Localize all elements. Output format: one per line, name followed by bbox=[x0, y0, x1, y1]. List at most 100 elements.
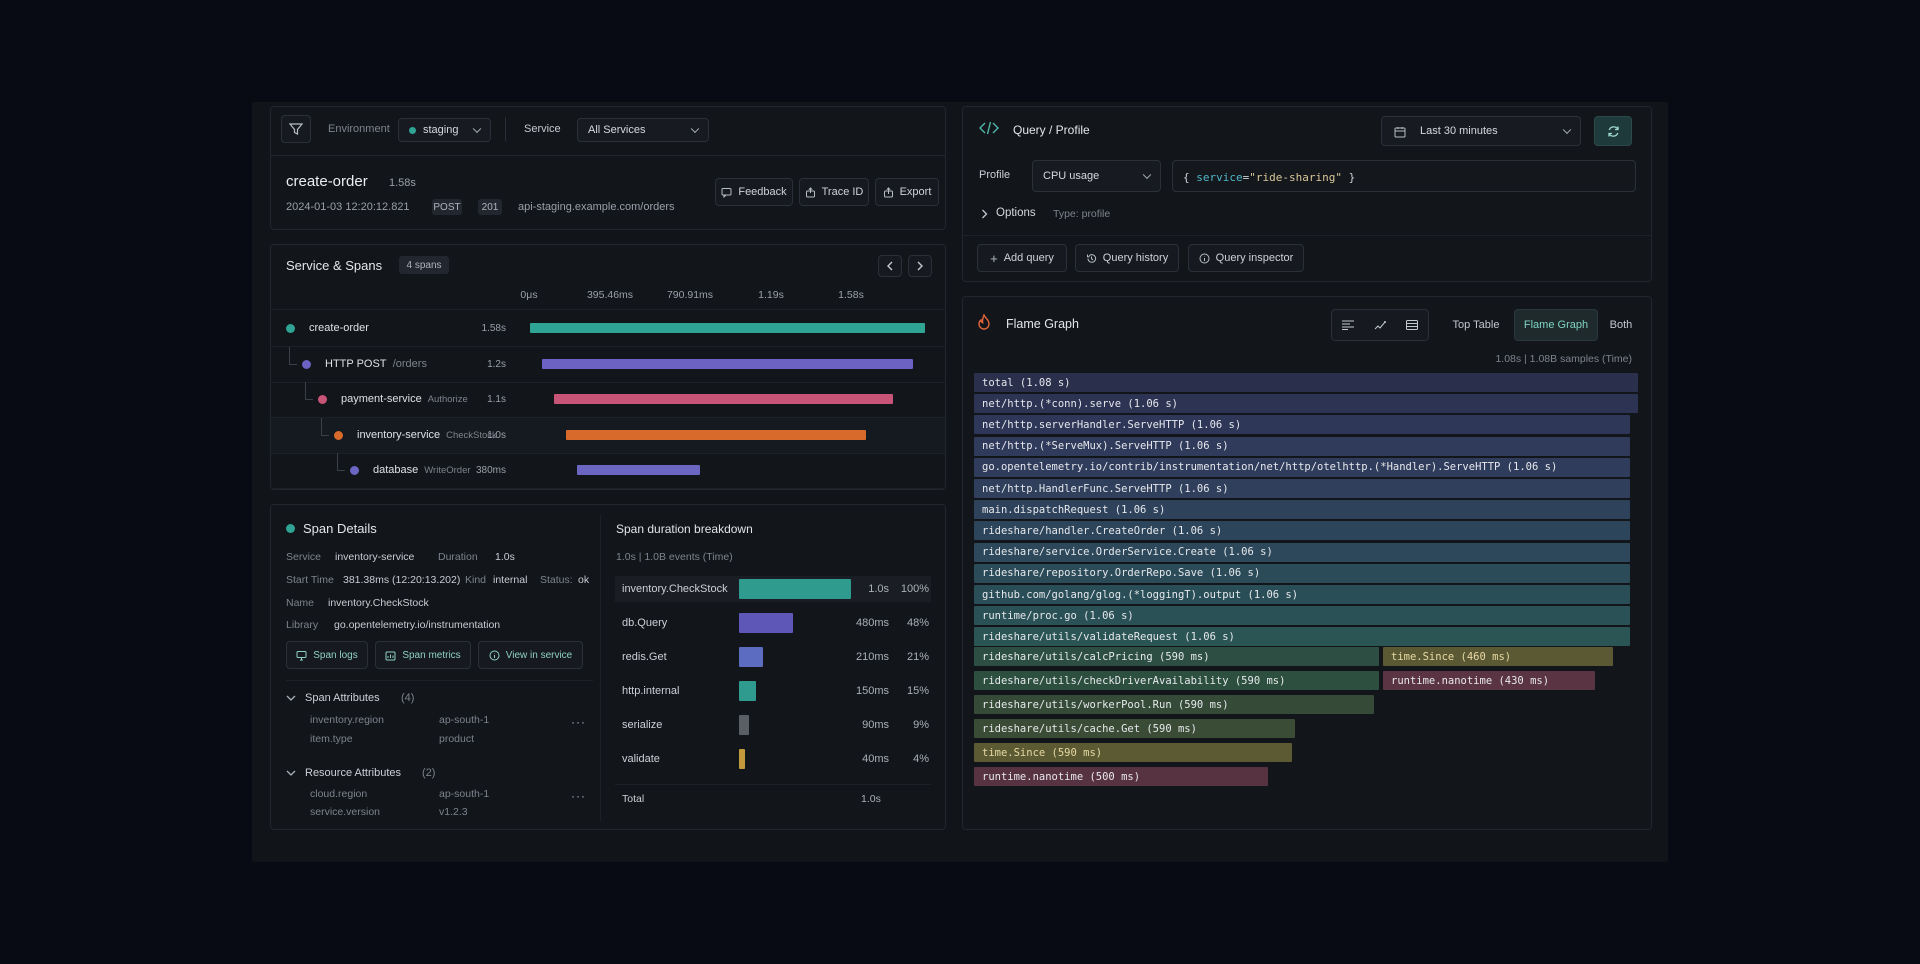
span-duration-bar[interactable] bbox=[530, 323, 925, 333]
timeline-tick-label: 790.91ms bbox=[666, 289, 714, 301]
view-in-service-button[interactable]: View in service bbox=[478, 641, 583, 669]
flame-frame[interactable]: time.Since (590 ms) bbox=[974, 743, 1292, 762]
trace-header-panel: Environment staging Service All Services… bbox=[270, 106, 946, 230]
flame-frame[interactable]: rideshare/utils/calcPricing (590 ms) bbox=[974, 647, 1379, 666]
query-title: Query / Profile bbox=[1013, 123, 1090, 137]
refresh-button[interactable] bbox=[1594, 116, 1632, 146]
chevron-down-icon bbox=[1562, 125, 1572, 135]
breakdown-row-value: 1.0s bbox=[868, 583, 889, 595]
flame-frame[interactable]: net/http.HandlerFunc.ServeHTTP (1.06 s) bbox=[974, 479, 1630, 498]
span-operation: WriteOrder bbox=[424, 465, 471, 476]
prev-span-button[interactable] bbox=[878, 255, 902, 277]
more-options-icon[interactable]: ··· bbox=[571, 715, 586, 729]
span-logs-button[interactable]: Span logs bbox=[286, 641, 368, 669]
span-row[interactable]: inventory-service CheckStock 1.0s bbox=[271, 417, 945, 454]
spans-title: Service & Spans bbox=[286, 258, 383, 273]
span-row[interactable]: database WriteOrder 380ms bbox=[271, 453, 945, 489]
environment-select[interactable]: staging bbox=[398, 118, 491, 142]
breakdown-row[interactable]: inventory.CheckStock 1.0s 100% bbox=[615, 576, 931, 602]
breakdown-row[interactable]: redis.Get 210ms 21% bbox=[615, 644, 931, 670]
span-row[interactable]: payment-service Authorize 1.1s bbox=[271, 382, 945, 418]
flame-frame[interactable]: net/http.(*conn).serve (1.06 s) bbox=[974, 394, 1638, 414]
breakdown-row-name: http.internal bbox=[622, 685, 680, 697]
attr-value: product bbox=[439, 733, 475, 745]
breakdown-row-bar bbox=[739, 613, 793, 633]
query-panel: Query / Profile Last 30 minutes Profile … bbox=[962, 106, 1652, 282]
breakdown-row[interactable]: db.Query 480ms 48% bbox=[615, 610, 931, 636]
service-select[interactable]: All Services bbox=[577, 118, 709, 142]
more-options-icon[interactable]: ··· bbox=[571, 789, 586, 803]
flame-frame[interactable]: main.dispatchRequest (1.06 s) bbox=[974, 500, 1630, 520]
divider bbox=[505, 117, 506, 141]
breakdown-row[interactable]: validate 40ms 4% bbox=[615, 746, 931, 772]
trace-url: api-staging.example.com/orders bbox=[518, 201, 675, 213]
query-inspector-button[interactable]: Query inspector bbox=[1188, 244, 1304, 272]
flame-frame[interactable]: rideshare/utils/checkDriverAvailability … bbox=[974, 671, 1379, 690]
span-duration-bar[interactable] bbox=[553, 394, 894, 404]
flame-frame[interactable]: rideshare/handler.CreateOrder (1.06 s) bbox=[974, 521, 1630, 541]
span-row[interactable]: create-order 1.58s bbox=[271, 311, 945, 347]
span-duration-bar[interactable] bbox=[541, 358, 914, 369]
flame-icon bbox=[978, 314, 990, 330]
table-view-button[interactable] bbox=[1396, 310, 1428, 340]
info-icon bbox=[489, 650, 500, 660]
align-left-button[interactable] bbox=[1332, 310, 1364, 340]
span-metrics-button[interactable]: Span metrics bbox=[375, 641, 471, 669]
tab-both[interactable]: Both bbox=[1609, 319, 1633, 331]
add-query-button[interactable]: + Add query bbox=[977, 244, 1067, 272]
span-attributes-count: (4) bbox=[401, 692, 415, 704]
divider bbox=[271, 452, 945, 454]
next-span-button[interactable] bbox=[908, 255, 932, 277]
span-metrics-label: Span metrics bbox=[402, 649, 461, 661]
code-icon bbox=[979, 121, 999, 135]
span-row[interactable]: HTTP POST/orders 1.2s bbox=[271, 346, 945, 383]
flame-frame[interactable]: rideshare/utils/workerPool.Run (590 ms) bbox=[974, 695, 1374, 714]
duration-field-label: Duration bbox=[438, 551, 478, 563]
feedback-button[interactable]: Feedback bbox=[715, 178, 793, 206]
resource-attributes-toggle[interactable]: Resource Attributes (2) bbox=[286, 766, 586, 782]
flame-frame[interactable]: rideshare/service.OrderService.Create (1… bbox=[974, 542, 1630, 562]
export-button[interactable]: Export bbox=[875, 178, 939, 206]
flame-frame[interactable]: rideshare/utils/cache.Get (590 ms) bbox=[974, 719, 1295, 738]
divider bbox=[963, 235, 1651, 236]
flame-frame[interactable]: rideshare/utils/validateRequest (1.06 s) bbox=[974, 627, 1630, 647]
flame-frame[interactable]: net/http.(*ServeMux).ServeHTTP (1.06 s) bbox=[974, 436, 1630, 456]
flame-frame[interactable]: total (1.08 s) bbox=[974, 373, 1638, 392]
tab-flame-graph[interactable]: Flame Graph bbox=[1514, 309, 1598, 341]
tab-top-table[interactable]: Top Table bbox=[1452, 319, 1500, 331]
span-duration-bar[interactable] bbox=[565, 429, 866, 440]
sandwich-view-button[interactable] bbox=[1364, 310, 1396, 340]
time-range-value: Last 30 minutes bbox=[1420, 125, 1498, 137]
flame-frame[interactable]: github.com/golang/glog.(*loggingT).outpu… bbox=[974, 585, 1630, 604]
trace-id-button[interactable]: Trace ID bbox=[799, 178, 869, 206]
divider bbox=[286, 680, 593, 681]
tree-connector bbox=[337, 453, 345, 471]
flame-frame[interactable]: time.Since (460 ms) bbox=[1383, 647, 1613, 666]
filter-button[interactable] bbox=[281, 115, 311, 143]
options-toggle[interactable]: Options Type: profile bbox=[979, 206, 1159, 224]
span-operation: /orders bbox=[392, 357, 427, 370]
time-range-select[interactable]: Last 30 minutes bbox=[1381, 116, 1581, 146]
span-duration-bar[interactable] bbox=[577, 465, 700, 475]
breakdown-row[interactable]: serialize 90ms 9% bbox=[615, 712, 931, 738]
query-history-button[interactable]: Query history bbox=[1075, 244, 1179, 272]
duration-field-value: 1.0s bbox=[495, 551, 515, 563]
span-color-dot bbox=[350, 466, 359, 475]
chevron-down-icon bbox=[286, 770, 296, 776]
chevron-down-icon bbox=[472, 124, 482, 134]
breakdown-row-percent: 15% bbox=[906, 685, 929, 697]
flame-frame[interactable]: runtime.nanotime (430 ms) bbox=[1383, 671, 1595, 690]
breakdown-row[interactable]: http.internal 150ms 15% bbox=[615, 678, 931, 704]
flame-frame[interactable]: rideshare/repository.OrderRepo.Save (1.0… bbox=[974, 563, 1630, 583]
flame-frame[interactable]: net/http.serverHandler.ServeHTTP (1.06 s… bbox=[974, 415, 1630, 435]
library-label: Library bbox=[286, 619, 319, 631]
flame-frame[interactable]: runtime/proc.go (1.06 s) bbox=[974, 606, 1630, 626]
profile-select[interactable]: CPU usage bbox=[1032, 160, 1161, 192]
query-input[interactable]: { service="ride-sharing" } bbox=[1172, 160, 1636, 192]
span-status-dot bbox=[286, 524, 295, 533]
chevron-left-icon bbox=[887, 261, 893, 271]
flame-frame[interactable]: runtime.nanotime (500 ms) bbox=[974, 767, 1268, 786]
flame-frame[interactable]: go.opentelemetry.io/contrib/instrumentat… bbox=[974, 457, 1630, 477]
span-attributes-toggle[interactable]: Span Attributes (4) bbox=[286, 691, 586, 707]
status-label: Status: bbox=[540, 574, 573, 586]
